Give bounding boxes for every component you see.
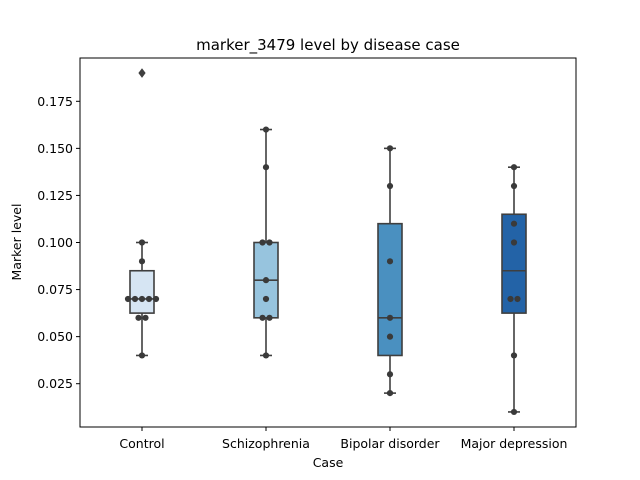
y-axis: 0.025 0.050 0.075 0.100 0.125 0.150 0.175 [37, 94, 80, 391]
chart-title: marker_3479 level by disease case [196, 36, 460, 55]
data-point [386, 333, 394, 340]
box-control [129, 68, 155, 357]
data-point [135, 314, 142, 321]
x-axis: Control Schizophrenia Bipolar disorder Majo… [119, 427, 567, 451]
data-point [266, 314, 273, 321]
data-point [507, 295, 514, 303]
x-tick-label: Major depression [461, 436, 568, 451]
data-point [262, 277, 270, 284]
data-point [510, 164, 518, 171]
iqr-box [501, 213, 527, 314]
x-tick-label: Schizophrenia [222, 436, 310, 451]
iqr-box [377, 222, 403, 357]
data-point [262, 295, 270, 303]
outlier-marker [138, 68, 146, 78]
data-point [138, 239, 146, 246]
iqr-box [129, 269, 155, 314]
data-point [510, 220, 518, 227]
data-point [510, 239, 518, 246]
data-point [386, 258, 394, 265]
boxes-layer [129, 68, 527, 413]
data-point [386, 390, 394, 397]
data-point [262, 164, 270, 171]
data-point [152, 295, 160, 303]
data-point [510, 408, 518, 416]
y-tick-label: 0.150 [37, 141, 73, 156]
box-major-depression [501, 166, 527, 413]
data-point [259, 239, 266, 246]
data-point [138, 258, 146, 265]
y-tick-label: 0.025 [37, 376, 73, 391]
data-point [514, 295, 521, 303]
box-schizophrenia [253, 128, 279, 357]
data-point [142, 314, 149, 321]
y-axis-label: Marker level [9, 204, 24, 281]
data-point [510, 182, 518, 190]
data-point [131, 295, 139, 303]
box-bipolar-disorder [377, 147, 403, 394]
data-point [386, 182, 394, 190]
x-axis-label: Case [313, 455, 344, 470]
data-point [386, 145, 394, 152]
data-point [386, 371, 394, 378]
data-point [386, 314, 394, 321]
data-point [145, 295, 153, 303]
data-point [138, 295, 146, 303]
data-point [138, 352, 146, 359]
y-tick-label: 0.100 [37, 235, 73, 250]
points-layer [124, 126, 521, 416]
data-point [266, 239, 273, 246]
data-point [510, 352, 518, 359]
x-tick-label: Control [119, 436, 164, 451]
data-point [262, 352, 270, 359]
data-point [259, 314, 266, 321]
y-tick-label: 0.075 [37, 282, 73, 297]
data-point [262, 126, 270, 133]
x-tick-label: Bipolar disorder [340, 436, 440, 451]
y-tick-label: 0.125 [37, 188, 73, 203]
data-point [124, 295, 132, 303]
y-tick-label: 0.175 [37, 94, 73, 109]
y-tick-label: 0.050 [37, 329, 73, 344]
